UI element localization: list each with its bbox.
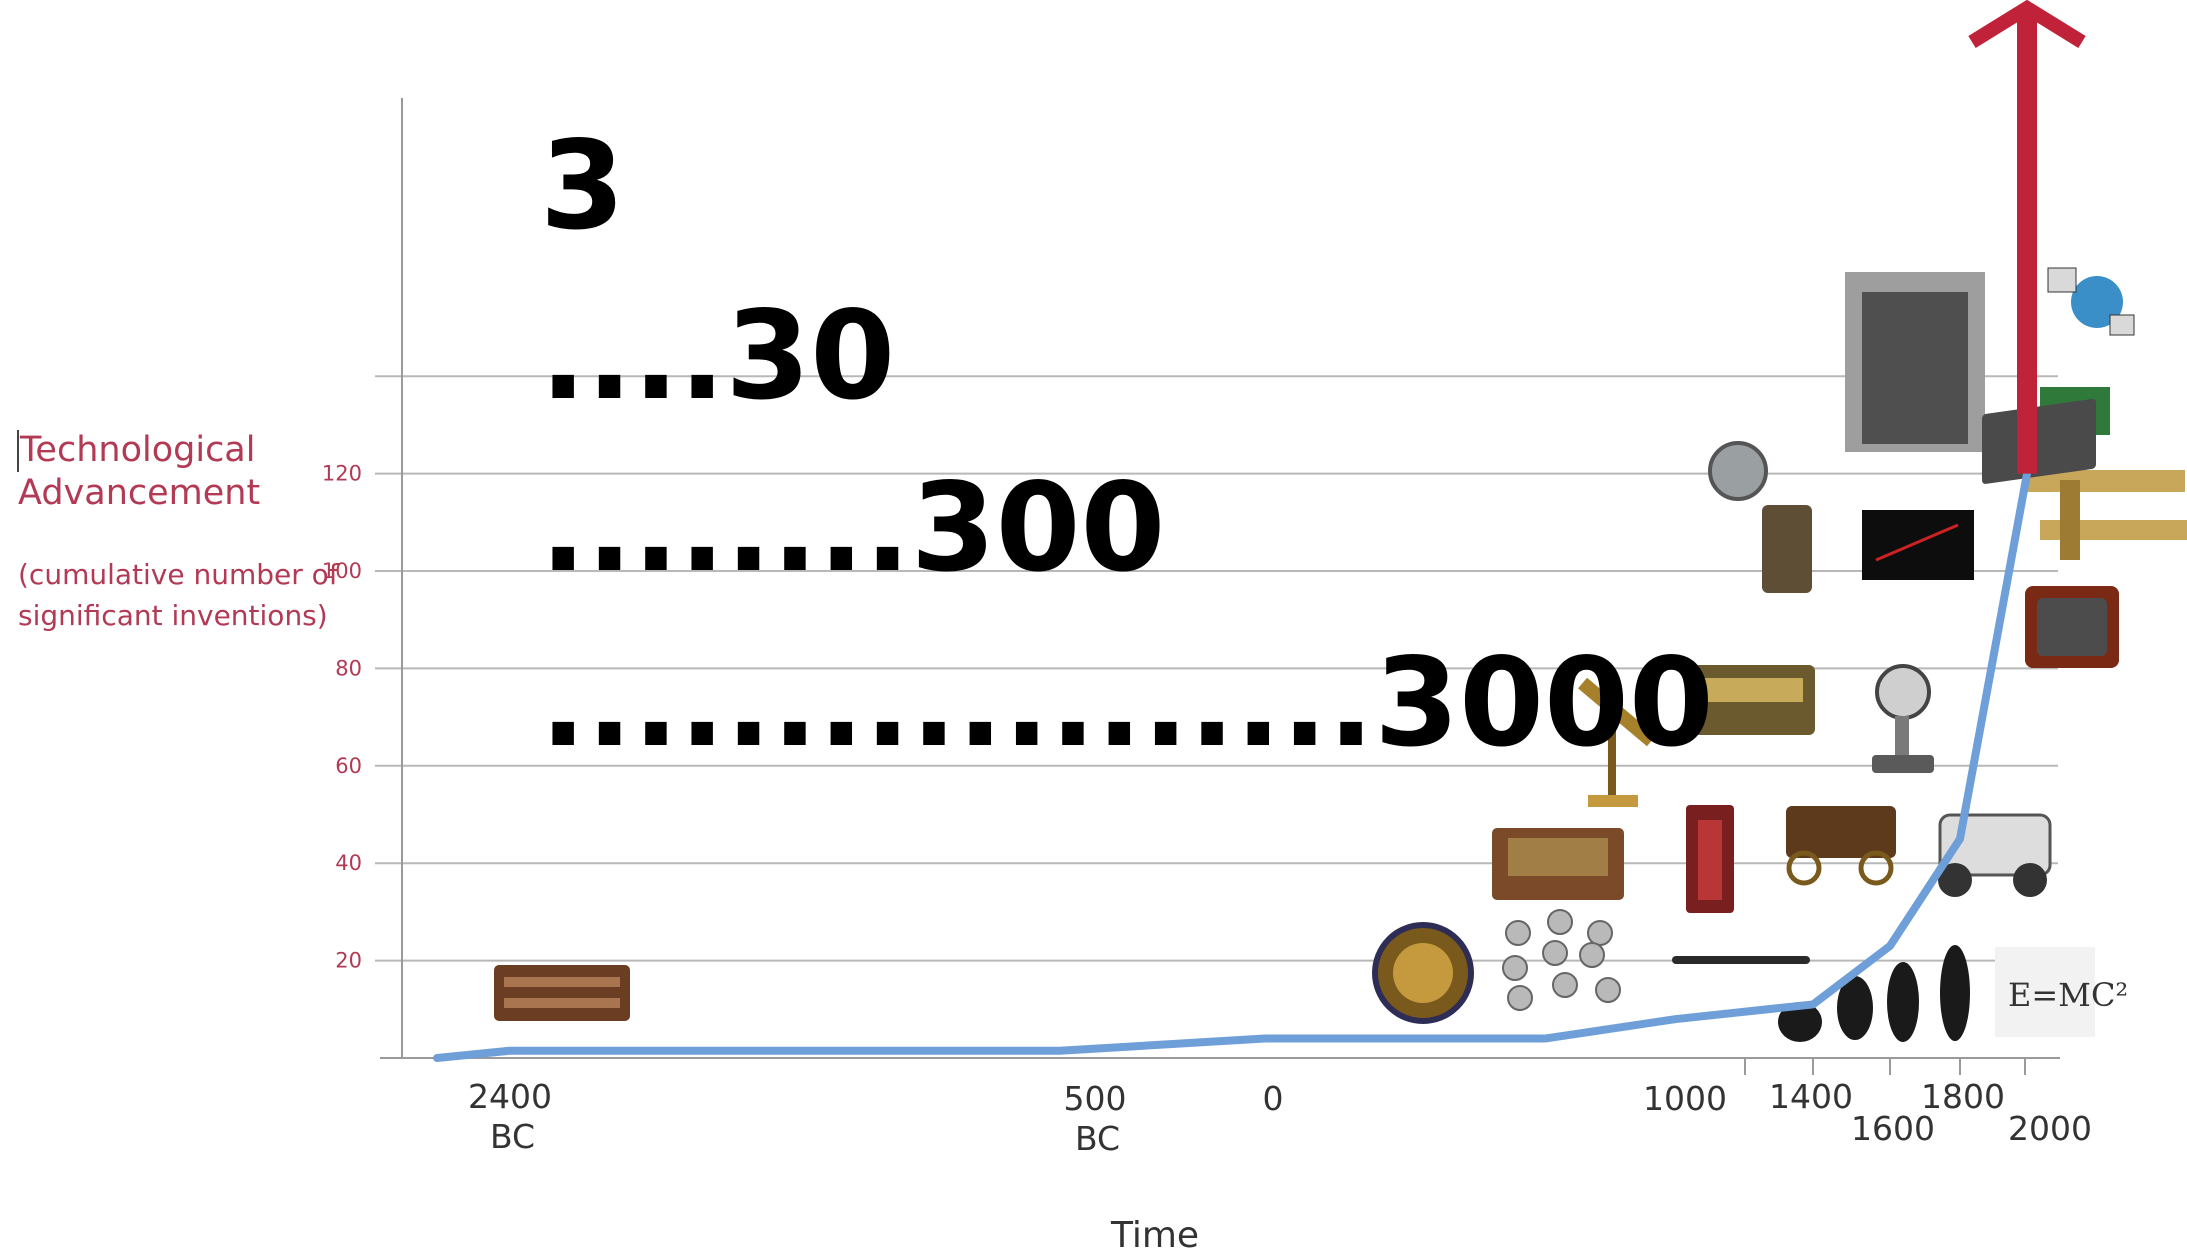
steam-carriage-icon: [1786, 806, 1896, 886]
pen-icon: [1672, 956, 1810, 964]
x-tick-label-6: 1800: [1921, 1077, 2005, 1116]
x-tick-label-0: 2400: [468, 1077, 552, 1116]
y-tick-label-80: 80: [335, 656, 362, 680]
x-tick-label-5: 1600: [1851, 1109, 1935, 1148]
ball-bearings-icon: [1502, 909, 1621, 1011]
series-point-7: [1887, 942, 1893, 949]
series-point-3: [1262, 1035, 1268, 1042]
annotation-300: ........300: [540, 457, 1165, 599]
airplane-icon: [2025, 470, 2187, 560]
y-tick-label-100: 100: [322, 559, 362, 583]
x-tick-label-1-sub: BC: [1075, 1119, 1120, 1158]
skyscraper-icon: [1845, 272, 1985, 452]
series-point-2: [1057, 1047, 1063, 1054]
x-tick-label-1: 500: [1064, 1079, 1127, 1118]
clock-icon: [1686, 805, 1734, 913]
laser-icon: [1862, 510, 1974, 580]
y-axis-label-line-2: Advancement: [18, 473, 260, 513]
series-point-1: [507, 1047, 513, 1054]
telephone-icon: [1872, 664, 1934, 773]
series-point-8: [1957, 835, 1963, 842]
computer-globe-icon: [2047, 267, 2135, 336]
book-icon: [1492, 828, 1624, 900]
grid-lines: [375, 375, 2058, 962]
series-points: [434, 470, 2030, 1061]
formula-panel: [1995, 947, 2095, 1037]
series-point-5: [1673, 1016, 1679, 1023]
human-evolution-icon: [1778, 945, 1970, 1042]
red-arrow-head: [1968, 0, 2086, 48]
y-tick-label-40: 40: [335, 851, 362, 875]
invention-illustrations: E=MC²: [494, 267, 2187, 1042]
text-cursor: [17, 430, 19, 472]
annotation-3: 3: [540, 115, 625, 257]
annotation-3000: ..................3000: [540, 632, 1714, 774]
y-axis-sublabel-line-2: significant inventions): [18, 599, 328, 632]
x-axis-label: Time: [1110, 1215, 1199, 1253]
printing-press-icon: [1693, 665, 1815, 735]
series-point-0: [434, 1055, 440, 1061]
y-axis-label-line-1: Technological: [19, 430, 255, 470]
camera-icon: [1708, 441, 1812, 593]
radio-icon: [1982, 398, 2096, 484]
x-tick-label-2: 0: [1263, 1079, 1284, 1118]
x-tick-label-7: 2000: [2008, 1109, 2092, 1148]
series-point-4: [1542, 1035, 1548, 1042]
series-line: [433, 469, 2031, 1062]
y-tick-label-60: 60: [335, 754, 362, 778]
series-point-6: [1810, 1001, 1816, 1008]
astrolabe-icon: [1372, 922, 1474, 1024]
annotation-30: ....30: [540, 285, 895, 427]
television-icon: [2025, 586, 2119, 668]
abacus-icon: [494, 965, 630, 1021]
emc2-formula-label: E=MC²: [2008, 976, 2128, 1014]
x-tick-label-0-sub: BC: [490, 1117, 535, 1156]
x-tick-label-3: 1000: [1643, 1079, 1727, 1118]
y-tick-labels: 20 40 60 80 100 120: [322, 462, 362, 973]
automobile-icon: [1938, 813, 2052, 897]
y-axis-sublabel-line-1: (cumulative number of: [18, 558, 340, 591]
y-tick-label-20: 20: [335, 949, 362, 973]
x-tick-label-4: 1400: [1769, 1077, 1853, 1116]
telescope-icon: [1578, 677, 1656, 807]
y-tick-label-120: 120: [322, 462, 362, 486]
